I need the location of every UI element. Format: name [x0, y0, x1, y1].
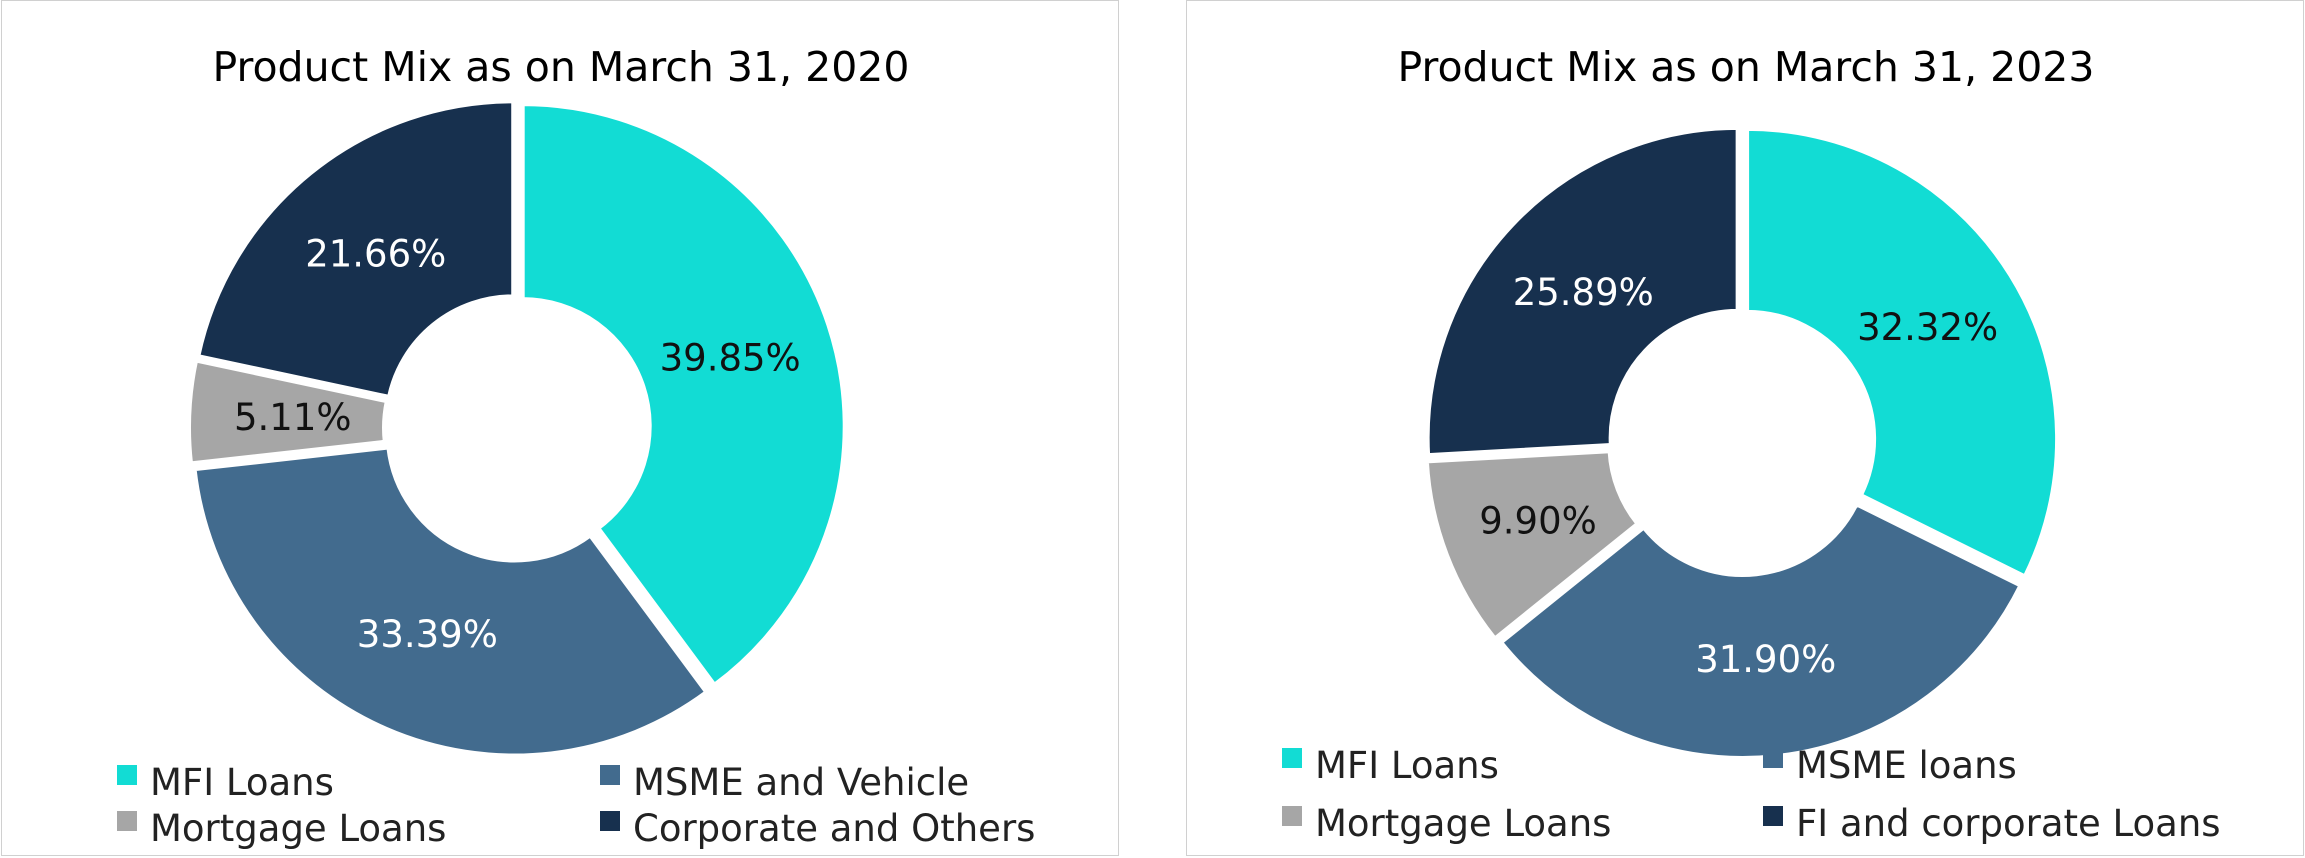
- data-label-mortgage-loans: 9.90%: [1479, 499, 1597, 542]
- legend-swatch-fi-and-corporate-loans: [1763, 806, 1783, 826]
- legend-swatch-mfi-loans: [117, 765, 137, 785]
- slice-mortgage-loans: [187, 358, 390, 466]
- legend-swatch-msme-loans: [1763, 748, 1783, 768]
- legend-label-fi-and-corporate-loans: FI and corporate Loans: [1796, 802, 2221, 845]
- slice-msme-and-vehicle: [192, 445, 710, 758]
- legend-label-mfi-loans: MFI Loans: [150, 761, 334, 804]
- chart-panel-2020: Product Mix as on March 31, 2020 39.85% 3…: [1, 0, 1119, 856]
- legend-label-mfi-loans: MFI Loans: [1315, 744, 1499, 787]
- legend-label-mortgage-loans: Mortgage Loans: [150, 807, 446, 850]
- chart-title: Product Mix as on March 31, 2023: [1398, 43, 2095, 91]
- legend-swatch-corporate-and-others: [600, 811, 620, 831]
- data-labels: 39.85% 33.39% 5.11% 21.66%: [234, 232, 801, 655]
- donut-chart-2020: Product Mix as on March 31, 2020 39.85%3…: [117, 43, 1035, 850]
- donut-slices: [187, 99, 847, 758]
- slice-corporate-and-others: [195, 99, 516, 400]
- chart-panel-2023: Product Mix as on March 31, 2023 32.32% 3…: [1186, 0, 2304, 856]
- data-label-msme-and-vehicle: 33.39%: [357, 613, 498, 656]
- legend-label-msme-loans: MSME loans: [1796, 744, 2017, 787]
- legend: MFI Loans MSME loans Mortgage Loans FI and …: [1282, 744, 2221, 845]
- donut-chart-2023: Product Mix as on March 31, 2023 32.32%3…: [1282, 43, 2221, 845]
- legend-label-corporate-and-others: Corporate and Others: [633, 807, 1035, 850]
- data-labels: 32.32% 31.90% 9.90% 25.89%: [1479, 271, 1998, 681]
- data-label-mfi-loans: 39.85%: [660, 337, 801, 380]
- slice-mortgage-loans: [1424, 449, 1641, 642]
- legend-swatch-mfi-loans: [1282, 748, 1302, 768]
- legend-label-mortgage-loans: Mortgage Loans: [1315, 802, 1611, 845]
- data-label-msme-loans: 31.90%: [1695, 638, 1836, 681]
- slice-mfi-loans: [1745, 126, 2060, 580]
- legend-swatch-msme-and-vehicle: [600, 765, 620, 785]
- legend-label-msme-and-vehicle: MSME and Vehicle: [633, 761, 969, 804]
- data-label-corporate-and-others: 21.66%: [305, 232, 446, 275]
- data-label-mortgage-loans: 5.11%: [234, 396, 352, 439]
- legend-swatch-mortgage-loans: [1282, 806, 1302, 826]
- legend: MFI Loans MSME and Vehicle Mortgage Loans C…: [117, 761, 1035, 850]
- slice-fi-and-corporate-loans: [1425, 125, 1740, 458]
- chart-title: Product Mix as on March 31, 2020: [213, 43, 910, 91]
- data-label-mfi-loans: 32.32%: [1857, 306, 1998, 349]
- slice-msme-loans: [1498, 501, 2024, 760]
- data-label-fi-and-corporate-loans: 25.89%: [1513, 271, 1654, 314]
- slice-mfi-loans: [520, 102, 847, 688]
- legend-swatch-mortgage-loans: [117, 811, 137, 831]
- donut-slices: [1424, 125, 2060, 760]
